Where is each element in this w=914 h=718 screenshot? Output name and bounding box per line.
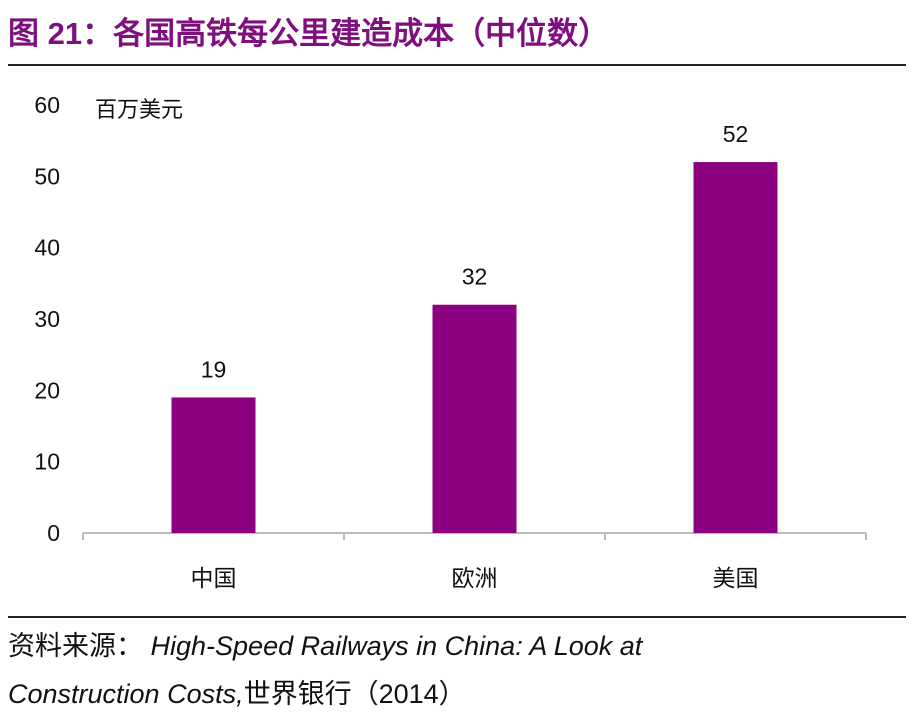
title-divider [8,64,906,66]
figure-title: 图 21：各国高铁每公里建造成本（中位数） [8,16,610,51]
data-label: 52 [723,121,749,147]
y-tick-label: 60 [34,92,60,118]
source-line-1: 资料来源： High-Speed Railways in China: A Lo… [8,624,642,663]
source-line-2: Construction Costs,世界银行（2014） [8,672,466,711]
source-suffix: 世界银行（2014） [243,679,466,709]
y-tick-label: 40 [34,235,60,261]
x-tick-label: 中国 [191,566,237,592]
y-tick-label: 0 [47,520,60,546]
bar-3 [693,162,778,534]
source-title-1: High-Speed Railways in China: A Look at [150,631,643,661]
y-tick-label: 20 [34,377,60,403]
source-title-2: Construction Costs, [8,679,244,709]
y-axis-unit-label: 百万美元 [95,98,183,123]
x-tick-label: 美国 [713,566,759,592]
source-divider [8,616,906,618]
y-tick-label: 10 [34,449,60,475]
bar-2 [432,304,517,533]
bar-1 [171,397,256,533]
y-tick-label: 30 [34,306,60,332]
y-tick-label: 50 [34,163,60,189]
source-prefix: 资料来源： [8,631,143,661]
x-tick-label: 欧洲 [452,566,498,592]
data-label: 19 [201,356,227,382]
bar-chart: 0 10 20 30 40 50 60 百万美元 19 中国 32 欧洲 52 美国 [34,92,867,592]
data-label: 32 [462,264,488,290]
